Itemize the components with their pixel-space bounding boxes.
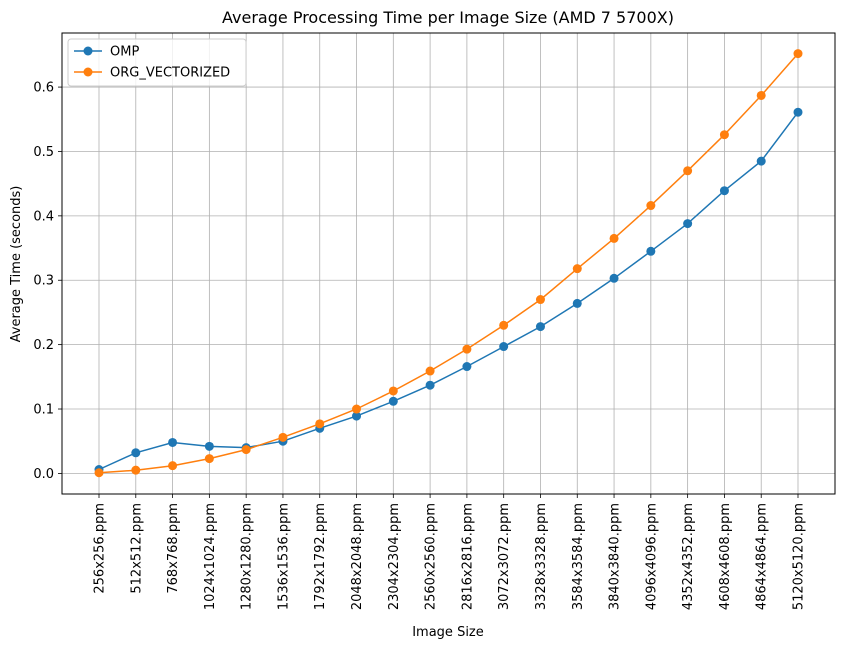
data-point-omp [683,219,693,229]
y-axis-ticks: 0.0 0.1 0.2 0.3 0.4 0.5 0.6 [33,81,62,482]
data-point-org-vectorized [793,49,803,59]
data-point-org-vectorized [131,465,141,475]
data-point-omp [388,396,398,406]
data-point-org-vectorized [94,468,104,478]
data-point-omp [499,342,509,352]
data-point-omp [719,186,729,196]
series-line-omp [98,111,799,471]
data-point-omp [793,107,803,117]
x-tick-label: 4864x4864.ppm [755,503,770,610]
data-point-org-vectorized [609,233,619,243]
data-point-omp [756,156,766,166]
x-tick-label: 1792x1792.ppm [313,503,328,610]
legend-marker-org-vectorized [83,67,93,77]
x-tick-label: 4608x4608.ppm [718,503,733,610]
y-tick-label: 0.1 [33,403,54,418]
y-tick-label: 0.6 [33,81,54,96]
chart-title: Average Processing Time per Image Size (… [222,8,674,27]
legend-label-org-vectorized: ORG_VECTORIZED [110,66,230,81]
x-tick-label: 768x768.ppm [166,503,181,594]
data-point-org-vectorized [462,344,472,354]
data-point-org-vectorized [425,366,435,376]
y-tick-label: 0.3 [33,274,54,289]
x-axis-label: Image Size [412,625,484,640]
x-axis-ticks: 256x256.ppm 512x512.ppm 768x768.ppm 1024x10… [93,494,807,610]
x-tick-label: 256x256.ppm [93,503,108,594]
y-tick-label: 0.0 [33,467,54,482]
plot-frame [61,32,836,495]
data-point-org-vectorized [756,90,766,100]
data-point-omp [462,362,472,372]
legend-label-omp: OMP [110,45,139,60]
data-point-org-vectorized [499,320,509,330]
x-tick-label: 512x512.ppm [129,503,144,594]
x-tick-label: 3072x3072.ppm [497,503,512,610]
series-layer [94,49,803,478]
x-tick-label: 2560x2560.ppm [424,503,439,610]
x-tick-label: 1280x1280.ppm [240,503,255,610]
legend-marker-omp [83,46,93,56]
data-point-omp [352,411,362,421]
legend: OMP ORG_VECTORIZED [67,38,247,87]
data-point-org-vectorized [572,264,582,274]
data-point-org-vectorized [204,454,214,464]
data-point-omp [609,273,619,283]
data-point-org-vectorized [352,404,362,414]
x-tick-label: 2816x2816.ppm [460,503,475,610]
data-point-org-vectorized [168,461,178,471]
data-point-org-vectorized [388,386,398,396]
data-point-org-vectorized [278,432,288,442]
x-tick-label: 5120x5120.ppm [792,503,807,610]
data-point-omp [535,322,545,332]
data-point-org-vectorized [646,201,656,211]
data-point-omp [168,437,178,447]
y-tick-label: 0.5 [33,145,54,160]
data-point-org-vectorized [719,130,729,140]
x-tick-label: 2304x2304.ppm [387,503,402,610]
grid [62,33,835,494]
y-tick-label: 0.4 [33,209,54,224]
data-point-org-vectorized [241,445,251,455]
data-point-omp [572,298,582,308]
data-point-omp [131,448,141,458]
x-tick-label: 1536x1536.ppm [276,503,291,610]
legend-box [67,38,247,87]
x-tick-label: 3328x3328.ppm [534,503,549,610]
data-point-org-vectorized [535,295,545,305]
y-axis-label: Average Time (seconds) [9,186,24,343]
x-tick-label: 1024x1024.ppm [203,503,218,610]
x-tick-label: 3584x3584.ppm [571,503,586,610]
y-tick-label: 0.2 [33,338,54,353]
data-point-omp [646,246,656,256]
x-tick-label: 4352x4352.ppm [681,503,696,610]
series-line-org-vectorized [98,53,799,474]
x-tick-label: 4096x4096.ppm [644,503,659,610]
x-tick-label: 2048x2048.ppm [350,503,365,610]
data-point-org-vectorized [683,166,693,176]
data-point-omp [425,380,435,390]
data-point-org-vectorized [315,419,325,429]
x-tick-label: 3840x3840.ppm [608,503,623,610]
data-point-omp [204,441,214,451]
